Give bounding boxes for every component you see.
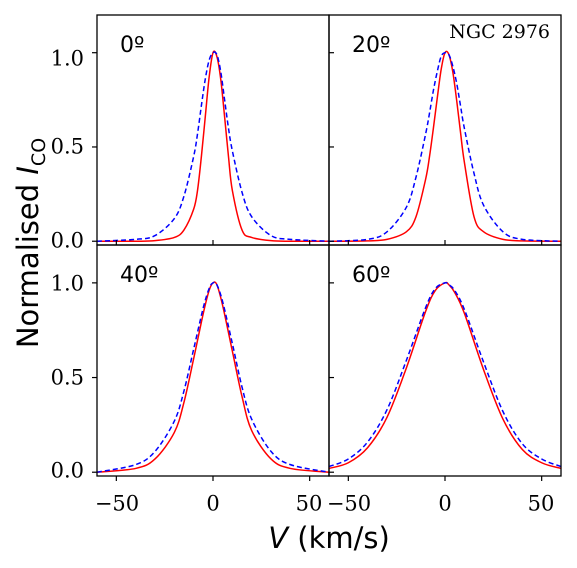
panel-frame-3: [328, 244, 562, 477]
galaxy-label: NGC 2976: [449, 21, 550, 43]
panel-label-40deg: 40º: [120, 263, 158, 288]
y-axis-title-main: Normalised: [11, 175, 45, 349]
xtick-label-left-0: 0: [206, 492, 219, 516]
panel-3: [328, 244, 562, 481]
series-line-panel3-solid-red: [329, 281, 561, 470]
panels-group: [92, 14, 562, 481]
panel-label-0deg: 0º: [120, 33, 144, 58]
ytick-label-bottom-0.0: 0.0: [51, 459, 84, 483]
x-axis-title: V (km/s): [268, 521, 390, 555]
y-axis-title-italic: I: [11, 166, 45, 175]
series-line-panel3-dashed-blue: [329, 281, 561, 468]
x-axis-title-italic: V: [268, 521, 290, 555]
x-axis-title-units: (km/s): [288, 521, 390, 555]
ytick-label-top-1.0: 1.0: [51, 47, 84, 71]
y-axis-title: Normalised ICO: [11, 138, 50, 348]
series-line-panel1-solid-red: [329, 50, 561, 242]
ytick-label-bottom-0.5: 0.5: [51, 366, 84, 390]
y-axis-title-subscript: CO: [28, 138, 50, 166]
xtick-label-right-0: 0: [438, 492, 451, 516]
series-line-panel0-solid-red: [97, 50, 329, 243]
series-line-panel0-dashed-blue: [97, 51, 329, 242]
xtick-label-right-50: 50: [528, 492, 555, 516]
xtick-label-left-minus50: −50: [95, 492, 139, 516]
ytick-label-top-0.5: 0.5: [51, 135, 84, 159]
ytick-label-top-0.0: 0.0: [51, 229, 84, 253]
series-line-panel1-dashed-blue: [329, 51, 561, 242]
series-line-panel2-solid-red: [97, 281, 329, 473]
panel-label-20deg: 20º: [352, 33, 390, 58]
xtick-label-left-50: 50: [296, 492, 323, 516]
ytick-label-bottom-1.0: 1.0: [51, 272, 84, 296]
series-line-panel2-dashed-blue: [97, 281, 329, 473]
xtick-label-right-minus50: −50: [327, 492, 371, 516]
panel-label-60deg: 60º: [352, 263, 390, 288]
